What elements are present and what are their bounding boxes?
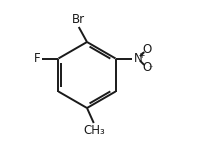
Text: ⁻: ⁻ <box>148 63 153 72</box>
Text: O: O <box>142 61 151 74</box>
Text: Br: Br <box>71 13 85 26</box>
Text: CH₃: CH₃ <box>84 124 105 137</box>
Text: +: + <box>138 51 144 60</box>
Text: F: F <box>34 52 41 65</box>
Text: N: N <box>133 52 142 65</box>
Text: O: O <box>142 43 151 56</box>
